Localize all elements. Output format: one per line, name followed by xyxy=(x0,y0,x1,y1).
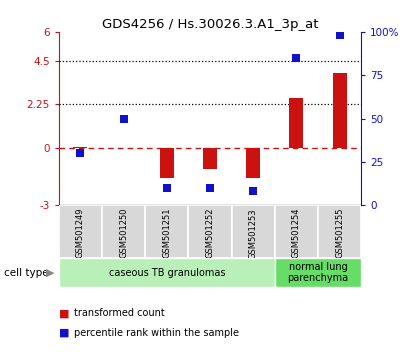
Bar xyxy=(318,205,361,258)
Bar xyxy=(145,205,189,258)
Point xyxy=(120,116,127,121)
Text: GSM501251: GSM501251 xyxy=(162,208,171,258)
Bar xyxy=(160,148,174,178)
Bar xyxy=(59,258,275,287)
Text: GSM501255: GSM501255 xyxy=(335,208,344,258)
Text: GSM501254: GSM501254 xyxy=(292,208,301,258)
Bar xyxy=(189,205,231,258)
Point xyxy=(163,185,170,191)
Text: transformed count: transformed count xyxy=(74,308,164,318)
Bar xyxy=(289,98,303,148)
Text: ▶: ▶ xyxy=(46,268,55,278)
Text: GSM501252: GSM501252 xyxy=(205,208,215,258)
Bar xyxy=(246,148,260,178)
Bar xyxy=(275,205,318,258)
Bar xyxy=(74,147,87,148)
Bar xyxy=(102,205,145,258)
Bar xyxy=(333,73,346,148)
Point xyxy=(207,185,213,191)
Text: GSM501253: GSM501253 xyxy=(249,208,258,259)
Text: ■: ■ xyxy=(59,328,69,338)
Text: caseous TB granulomas: caseous TB granulomas xyxy=(108,268,225,278)
Bar xyxy=(231,205,275,258)
Point xyxy=(336,33,343,38)
Text: GSM501250: GSM501250 xyxy=(119,208,128,258)
Text: ■: ■ xyxy=(59,308,69,318)
Bar xyxy=(203,148,217,169)
Point xyxy=(293,55,300,61)
Title: GDS4256 / Hs.30026.3.A1_3p_at: GDS4256 / Hs.30026.3.A1_3p_at xyxy=(102,18,318,31)
Bar xyxy=(275,258,361,287)
Text: GSM501249: GSM501249 xyxy=(76,208,85,258)
Point xyxy=(250,189,257,194)
Text: cell type: cell type xyxy=(4,268,49,278)
Text: percentile rank within the sample: percentile rank within the sample xyxy=(74,328,239,338)
Point xyxy=(77,150,84,156)
Text: normal lung
parenchyma: normal lung parenchyma xyxy=(287,262,349,284)
Bar xyxy=(59,205,102,258)
